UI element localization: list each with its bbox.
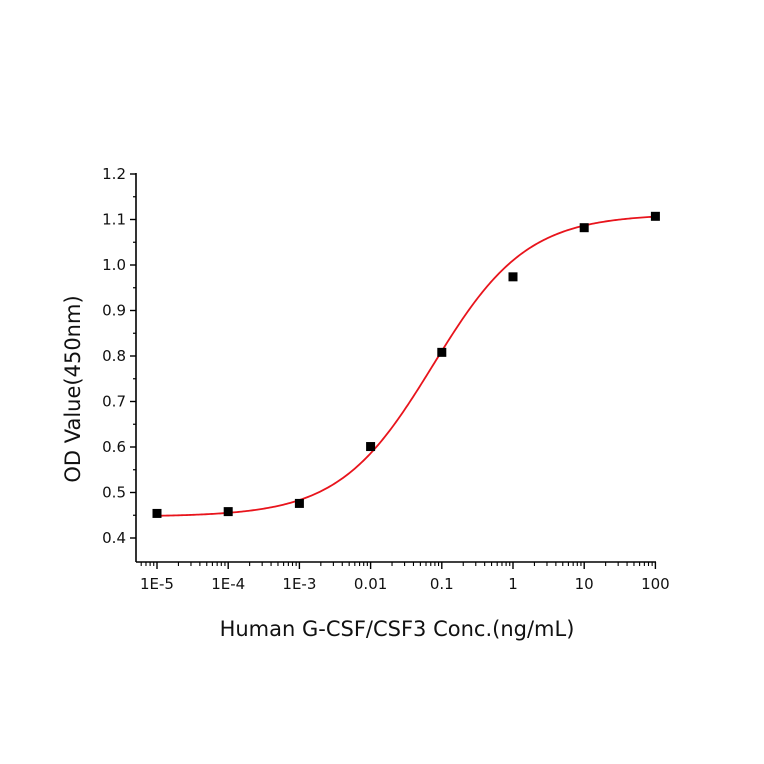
y-tick-label: 0.9 (102, 302, 126, 320)
x-tick-label: 1E-3 (282, 575, 316, 593)
data-point-marker (366, 442, 376, 452)
fit-curve (156, 215, 656, 517)
x-axis-ticks: 1E-5 1E-4 1E-3 0.01 0.1 1 10 100 (140, 562, 670, 593)
x-tick-label: 0.01 (354, 575, 387, 593)
y-axis-title: OD Value(450nm) (61, 295, 85, 482)
data-point-marker (508, 272, 518, 282)
data-points (152, 211, 660, 518)
x-tick-label: 10 (575, 575, 594, 593)
data-point-marker (294, 498, 304, 508)
fit-curve-path (156, 215, 656, 517)
data-point-marker (437, 347, 447, 357)
x-tick-label: 1E-5 (140, 575, 174, 593)
x-tick-label: 100 (641, 575, 670, 593)
x-axis-title: Human G-CSF/CSF3 Conc.(ng/mL) (220, 617, 575, 641)
y-axis-ticks: 0.4 0.5 0.6 0.7 0.8 0.9 1.0 1.1 1.2 (102, 165, 136, 547)
axes: 0.4 0.5 0.6 0.7 0.8 0.9 1.0 1.1 1.2 1E-5 1E-4 1E-3… (102, 165, 670, 593)
y-tick-label: 0.8 (102, 347, 126, 365)
y-tick-label: 0.5 (102, 484, 126, 502)
data-point-marker (223, 507, 233, 517)
data-point-marker (152, 508, 162, 518)
x-tick-label: 0.1 (430, 575, 454, 593)
x-tick-label: 1E-4 (211, 575, 245, 593)
y-tick-label: 0.7 (102, 393, 126, 411)
y-tick-label: 1.2 (102, 165, 126, 183)
y-tick-label: 0.4 (102, 529, 126, 547)
data-point-marker (650, 211, 660, 221)
x-tick-label: 1 (508, 575, 518, 593)
data-point-marker (579, 223, 589, 233)
y-tick-label: 1.1 (102, 211, 126, 229)
y-tick-label: 0.6 (102, 438, 126, 456)
y-tick-label: 1.0 (102, 256, 126, 274)
